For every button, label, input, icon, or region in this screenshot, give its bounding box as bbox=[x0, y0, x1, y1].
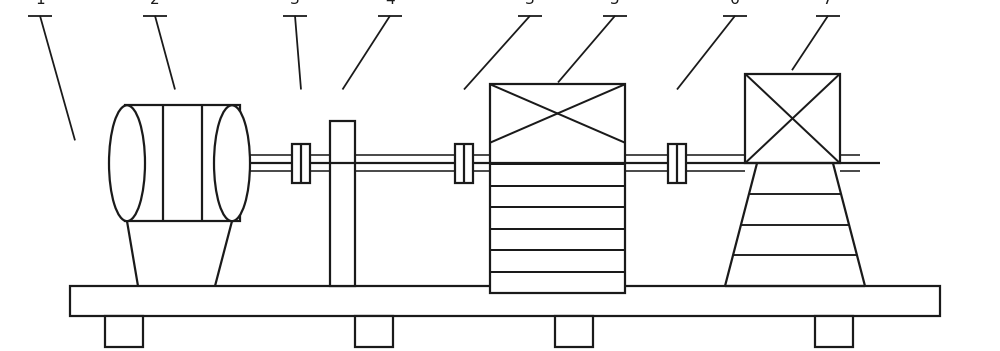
Bar bbox=[490, 84, 625, 293]
Bar bbox=[745, 74, 840, 163]
Bar bbox=[455, 144, 473, 183]
Text: 5: 5 bbox=[610, 0, 620, 7]
Bar bbox=[668, 144, 686, 183]
Text: 1: 1 bbox=[35, 0, 45, 7]
Text: 2: 2 bbox=[150, 0, 160, 7]
Bar bbox=[815, 316, 853, 347]
Bar bbox=[125, 105, 240, 221]
Ellipse shape bbox=[214, 105, 250, 221]
Bar bbox=[105, 316, 143, 347]
Bar bbox=[355, 316, 393, 347]
Ellipse shape bbox=[109, 105, 145, 221]
Bar bbox=[292, 144, 310, 183]
Text: 3: 3 bbox=[290, 0, 300, 7]
Text: 6: 6 bbox=[730, 0, 740, 7]
Text: 4: 4 bbox=[385, 0, 395, 7]
Bar bbox=[555, 316, 593, 347]
Bar bbox=[70, 286, 940, 316]
Text: 3: 3 bbox=[525, 0, 535, 7]
Bar bbox=[330, 121, 355, 286]
Text: 7: 7 bbox=[823, 0, 833, 7]
